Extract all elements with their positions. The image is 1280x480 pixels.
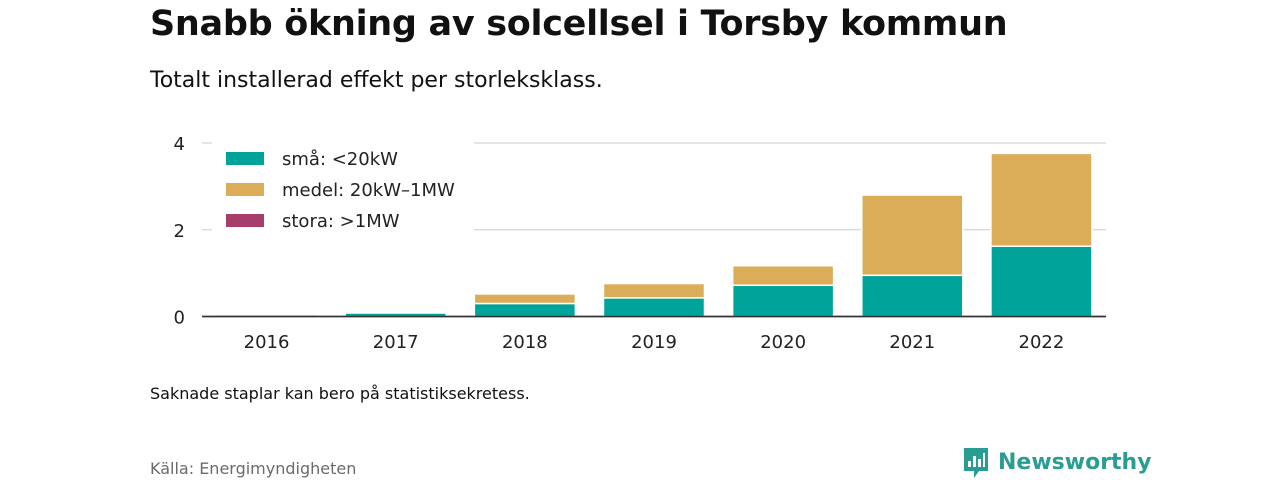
x-tick-label: 2016: [244, 332, 290, 353]
bar-segment: [990, 152, 1093, 247]
footnote: Saknade staplar kan bero på statistiksek…: [150, 384, 530, 403]
x-tick-label: 2020: [760, 332, 806, 353]
newsworthy-logo: Newsworthy: [962, 447, 1152, 479]
x-tick-label: 2022: [1019, 332, 1065, 353]
stacked-bar-chart: 0 2 4 2016 2017 2018 2019 2020 2021 2022 små: <20k…: [174, 134, 1106, 353]
bar-segment: [861, 274, 964, 318]
legend-label: stora: >1MW: [282, 211, 400, 232]
brand-name: Newsworthy: [998, 450, 1152, 475]
bar-segment: [990, 245, 1093, 318]
chart-title: Snabb ökning av solcellsel i Torsby komm…: [150, 4, 1008, 44]
x-tick-label: 2017: [373, 332, 419, 353]
legend-swatch: [226, 152, 264, 165]
y-tick-label: 4: [174, 134, 185, 155]
legend-label: små: <20kW: [282, 149, 398, 170]
legend-swatch: [226, 214, 264, 227]
bar-segment: [602, 297, 706, 318]
y-tick-label: 0: [174, 308, 185, 329]
bar-segment: [602, 282, 706, 299]
x-tick-label: 2019: [631, 332, 677, 353]
legend-label: medel: 20kW–1MW: [282, 180, 455, 201]
bar-segment: [473, 302, 577, 318]
bar-segment: [473, 293, 577, 305]
newsworthy-logo-icon: [964, 448, 988, 478]
source-label: Källa: Energimyndigheten: [150, 459, 357, 478]
bar-segment: [861, 194, 964, 277]
y-tick-label: 2: [174, 221, 185, 242]
x-tick-label: 2021: [889, 332, 935, 353]
bar-segment: [731, 265, 835, 287]
x-tick-label: 2018: [502, 332, 548, 353]
chart-subtitle: Totalt installerad effekt per storlekskl…: [150, 68, 603, 93]
bar-segment: [731, 284, 835, 318]
legend-swatch: [226, 183, 264, 196]
